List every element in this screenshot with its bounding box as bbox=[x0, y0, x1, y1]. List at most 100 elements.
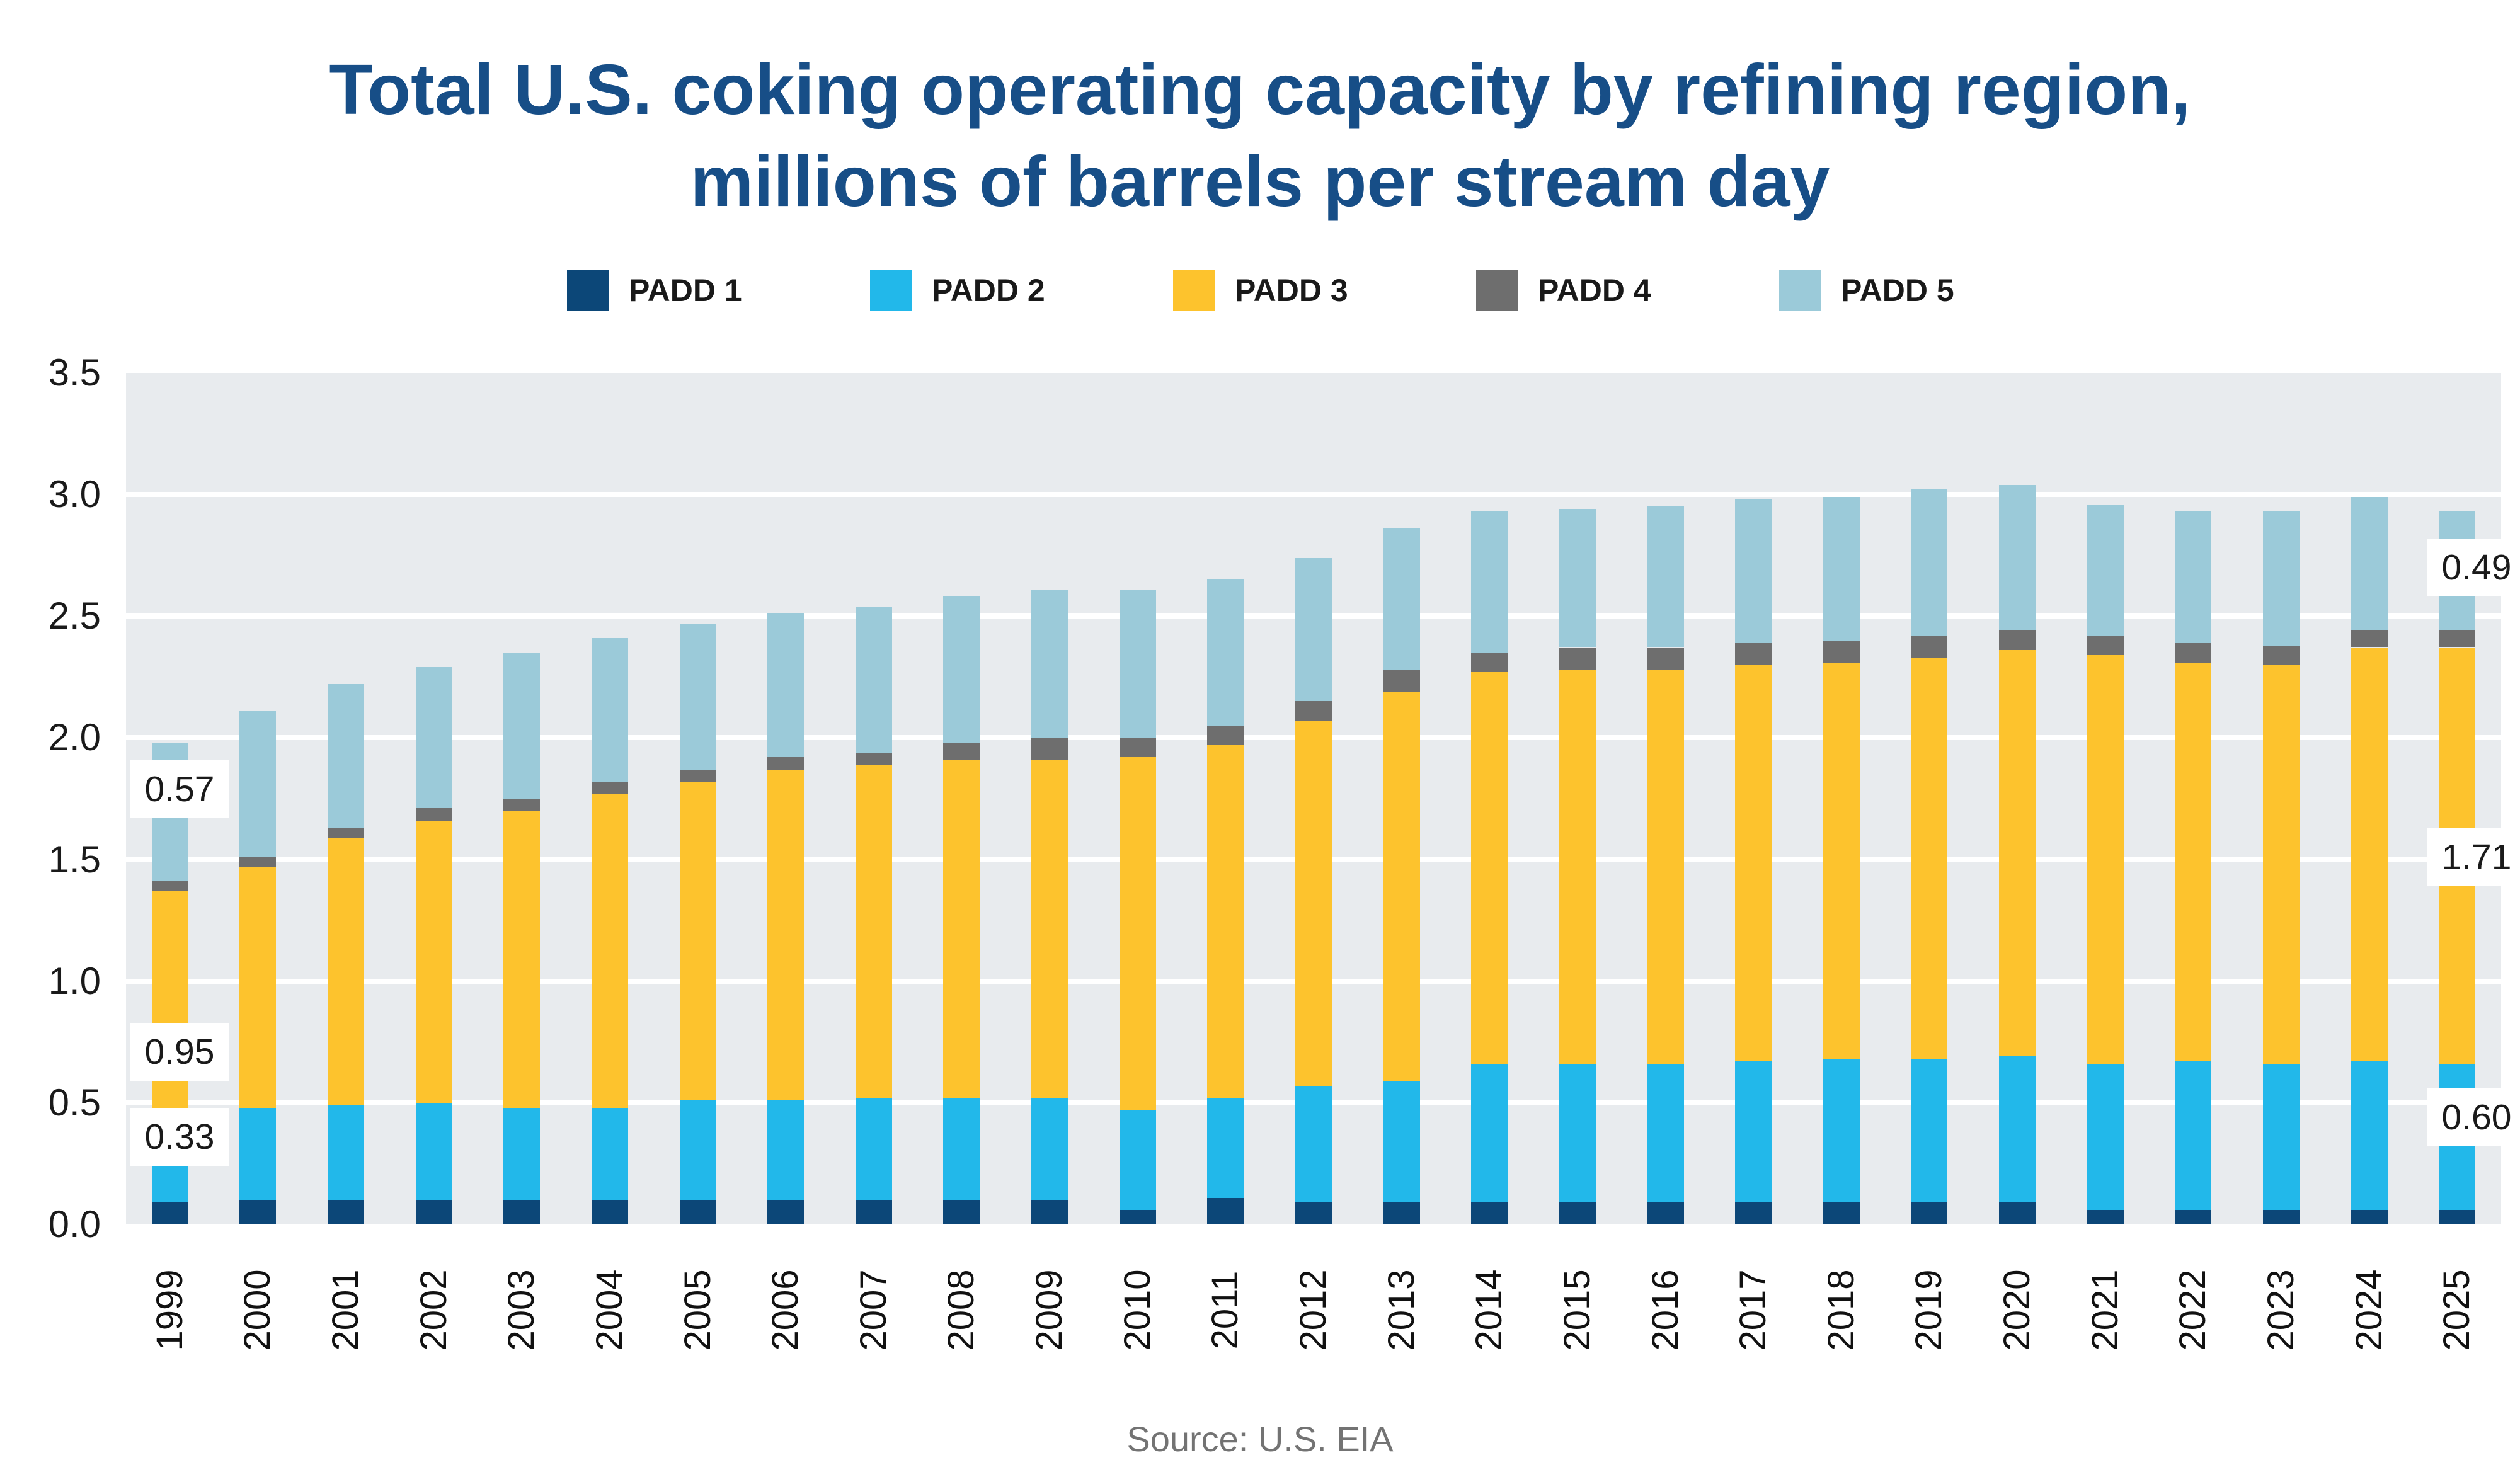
bar-segment-2024-padd-1 bbox=[2351, 1209, 2388, 1224]
bar-segment-2009-padd-1 bbox=[1031, 1200, 1068, 1224]
bar-segment-2017-padd-5 bbox=[1735, 499, 1772, 643]
bar-segment-2013-padd-3 bbox=[1383, 692, 1420, 1081]
bar-segment-2005-padd-3 bbox=[679, 781, 716, 1100]
bar-segment-2010-padd-3 bbox=[1119, 757, 1156, 1110]
x-axis-label-2001: 2001 bbox=[325, 1269, 367, 1351]
x-axis-label-2000: 2000 bbox=[237, 1269, 278, 1351]
x-axis-label-2023: 2023 bbox=[2260, 1269, 2301, 1351]
bar-segment-2000-padd-2 bbox=[239, 1107, 277, 1200]
bar-segment-2011-padd-1 bbox=[1207, 1197, 1244, 1224]
bar-segment-2004-padd-4 bbox=[591, 781, 628, 794]
bar-segment-2002-padd-3 bbox=[415, 820, 452, 1103]
x-axis-label-2004: 2004 bbox=[588, 1269, 630, 1351]
bar-segment-2016-padd-5 bbox=[1647, 506, 1684, 648]
bar-segment-2004-padd-5 bbox=[591, 638, 628, 782]
bar-segment-2016-padd-4 bbox=[1647, 647, 1684, 670]
bar-segment-2000-padd-4 bbox=[239, 857, 277, 867]
bar-segment-2004-padd-3 bbox=[591, 794, 628, 1108]
bar-segment-2007-padd-3 bbox=[855, 764, 892, 1098]
legend-swatch-icon bbox=[1476, 270, 1518, 311]
x-axis-label-2019: 2019 bbox=[1908, 1269, 1950, 1351]
x-axis-label-2025: 2025 bbox=[2436, 1269, 2478, 1351]
bar-segment-2018-padd-5 bbox=[1823, 497, 1860, 641]
x-axis-label-2021: 2021 bbox=[2084, 1269, 2126, 1351]
chart-title-line-1: Total U.S. coking operating capacity by … bbox=[329, 50, 2191, 129]
bar-segment-2016-padd-1 bbox=[1647, 1202, 1684, 1224]
legend-swatch-icon bbox=[1173, 270, 1215, 311]
bar-segment-2002-padd-1 bbox=[415, 1200, 452, 1224]
x-axis-label-2002: 2002 bbox=[413, 1269, 454, 1351]
bar-segment-2008-padd-2 bbox=[943, 1098, 980, 1200]
bar-segment-2001-padd-3 bbox=[328, 837, 365, 1105]
bar-segment-2011-padd-5 bbox=[1207, 579, 1244, 726]
value-label-padd-2-2025: 0.60 bbox=[2427, 1088, 2520, 1147]
value-label-padd-2-1999: 0.33 bbox=[130, 1107, 229, 1166]
bar-segment-2011-padd-4 bbox=[1207, 726, 1244, 745]
bar-segment-2014-padd-3 bbox=[1471, 672, 1508, 1064]
bar-segment-2017-padd-4 bbox=[1735, 642, 1772, 665]
bar-segment-2023-padd-1 bbox=[2262, 1209, 2300, 1224]
x-axis-label-2014: 2014 bbox=[1469, 1269, 1510, 1351]
bar-segment-2018-padd-4 bbox=[1823, 640, 1860, 663]
bar-segment-2022-padd-5 bbox=[2175, 511, 2212, 643]
x-axis-label-2015: 2015 bbox=[1556, 1269, 1598, 1351]
bar-segment-2021-padd-4 bbox=[2087, 636, 2124, 656]
value-label-padd-5-2025: 0.49 bbox=[2427, 539, 2520, 597]
bar-segment-2020-padd-1 bbox=[1999, 1202, 2036, 1224]
bar-segment-1999-padd-3 bbox=[151, 891, 188, 1122]
bar-segment-2015-padd-5 bbox=[1559, 509, 1596, 648]
bar-segment-2023-padd-5 bbox=[2262, 511, 2300, 646]
bar-segment-2018-padd-2 bbox=[1823, 1059, 1860, 1203]
bar-segment-2024-padd-5 bbox=[2351, 497, 2388, 631]
bar-segment-2006-padd-5 bbox=[767, 613, 805, 758]
value-label-padd-3-1999: 0.95 bbox=[130, 1022, 229, 1081]
x-axis-label-2017: 2017 bbox=[1732, 1269, 1774, 1351]
bar-segment-2012-padd-4 bbox=[1295, 701, 1332, 721]
bar-segment-2022-padd-1 bbox=[2175, 1209, 2212, 1224]
bar-segment-2021-padd-5 bbox=[2087, 504, 2124, 636]
bar-segment-2014-padd-5 bbox=[1471, 511, 1508, 653]
bar-segment-2001-padd-1 bbox=[328, 1200, 365, 1224]
x-axis-label-2011: 2011 bbox=[1205, 1270, 1246, 1350]
bar-segment-2006-padd-1 bbox=[767, 1200, 805, 1224]
bar-segment-2003-padd-1 bbox=[503, 1200, 541, 1224]
bar-segment-2019-padd-2 bbox=[1911, 1059, 1948, 1203]
bar-segment-2005-padd-2 bbox=[679, 1100, 716, 1200]
bar-segment-2019-padd-1 bbox=[1911, 1202, 1948, 1224]
bar-segment-2000-padd-1 bbox=[239, 1200, 277, 1224]
bar-segment-2005-padd-4 bbox=[679, 769, 716, 782]
bar-segment-2009-padd-2 bbox=[1031, 1098, 1068, 1200]
bar-segment-2006-padd-2 bbox=[767, 1100, 805, 1200]
bar-segment-2020-padd-5 bbox=[1999, 484, 2036, 631]
bar-segment-2020-padd-2 bbox=[1999, 1056, 2036, 1203]
bar-segment-2005-padd-1 bbox=[679, 1200, 716, 1224]
bar-segment-2002-padd-2 bbox=[415, 1102, 452, 1200]
bar-segment-2019-padd-5 bbox=[1911, 489, 1948, 636]
bar-segment-2011-padd-3 bbox=[1207, 745, 1244, 1098]
bar-segment-2005-padd-5 bbox=[679, 623, 716, 770]
legend-item-padd-2: PADD 2 bbox=[870, 270, 1072, 311]
legend-label: PADD 2 bbox=[932, 273, 1045, 308]
bar-segment-2009-padd-4 bbox=[1031, 738, 1068, 760]
bar-segment-2007-padd-5 bbox=[855, 606, 892, 753]
bar-segment-2021-padd-3 bbox=[2087, 655, 2124, 1064]
bar-segment-2010-padd-1 bbox=[1119, 1209, 1156, 1224]
bar-segment-2022-padd-4 bbox=[2175, 642, 2212, 663]
bar-segment-2015-padd-1 bbox=[1559, 1202, 1596, 1224]
bar-segment-2013-padd-5 bbox=[1383, 528, 1420, 670]
bar-segment-2010-padd-2 bbox=[1119, 1110, 1156, 1210]
bar-segment-2022-padd-2 bbox=[2175, 1061, 2212, 1210]
gridline-3.0 bbox=[126, 492, 2501, 498]
bar-segment-2008-padd-4 bbox=[943, 743, 980, 760]
x-axis-label-2006: 2006 bbox=[765, 1269, 806, 1351]
bar-segment-2013-padd-1 bbox=[1383, 1202, 1420, 1224]
bar-segment-2003-padd-3 bbox=[503, 811, 541, 1108]
legend-swatch-icon bbox=[1779, 270, 1821, 311]
bar-segment-2004-padd-1 bbox=[591, 1200, 628, 1224]
bar-segment-2012-padd-5 bbox=[1295, 557, 1332, 702]
bar-segment-2018-padd-1 bbox=[1823, 1202, 1860, 1224]
bar-segment-2023-padd-4 bbox=[2262, 645, 2300, 665]
legend-item-padd-1: PADD 1 bbox=[567, 270, 769, 311]
x-axis-label-2012: 2012 bbox=[1293, 1269, 1334, 1351]
bar-segment-2001-padd-4 bbox=[328, 828, 365, 838]
